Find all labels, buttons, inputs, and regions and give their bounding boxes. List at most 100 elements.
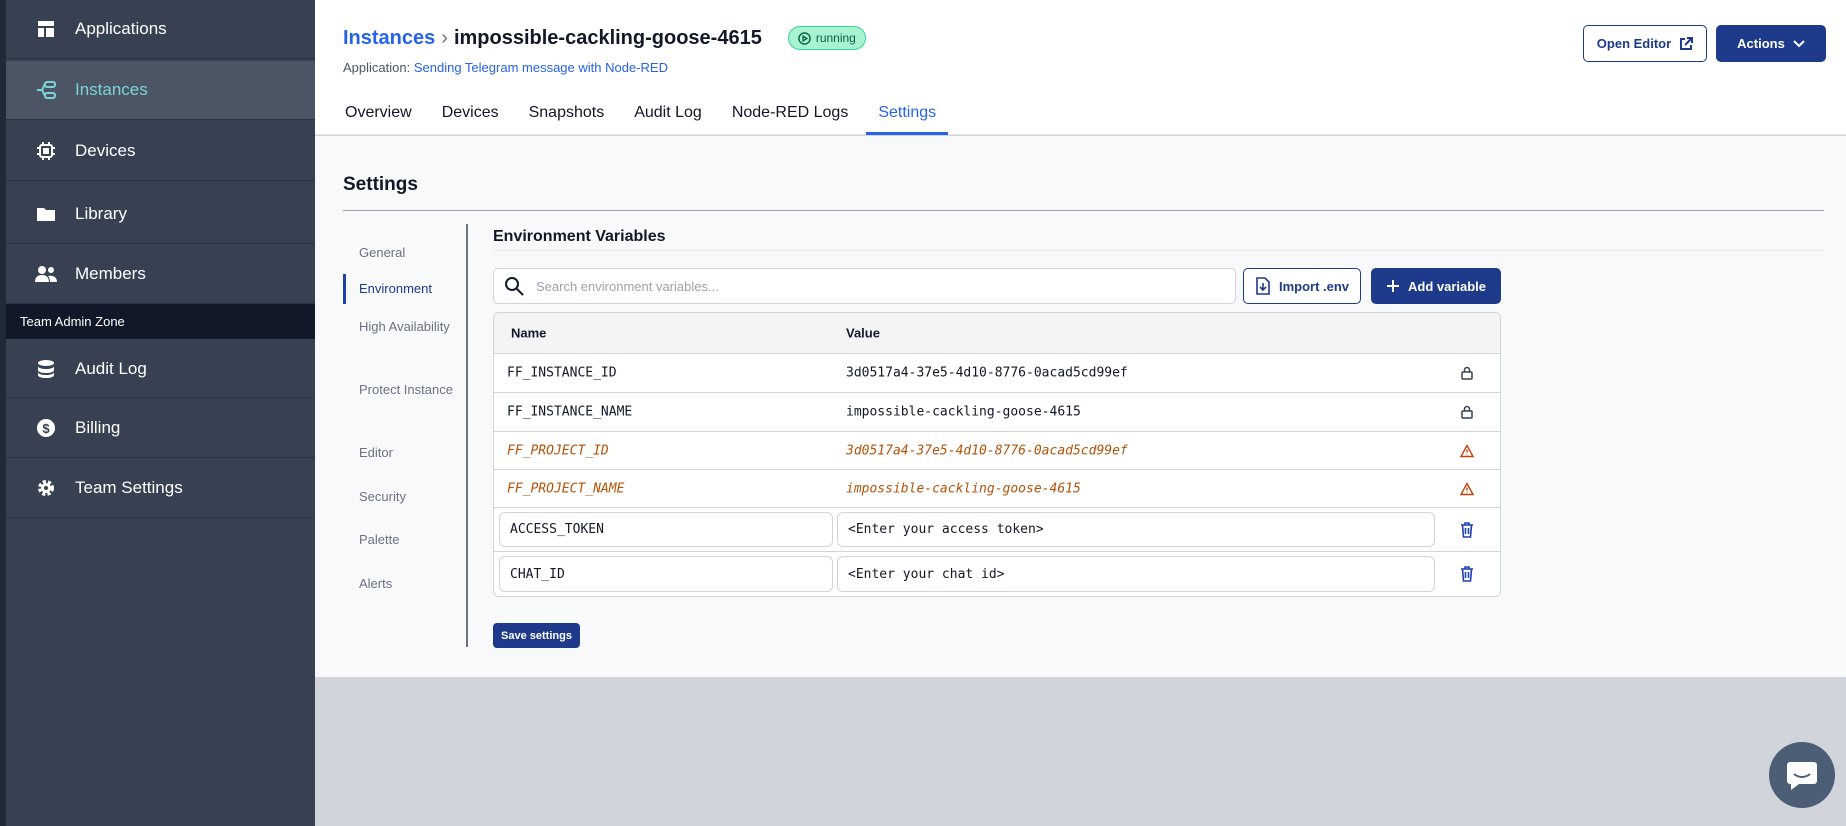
var-name: FF_PROJECT_ID <box>507 443 609 458</box>
divider <box>493 250 1824 251</box>
warning-icon <box>1460 482 1474 495</box>
tab-node-red-logs[interactable]: Node-RED Logs <box>731 104 849 121</box>
settings-nav-palette[interactable]: Palette <box>359 532 400 547</box>
settings-nav-general[interactable]: General <box>359 245 406 260</box>
table-header: Name Value <box>494 313 1500 354</box>
chat-widget-button[interactable] <box>1769 742 1835 808</box>
tab-overview[interactable]: Overview <box>345 104 412 121</box>
tab-devices[interactable]: Devices <box>441 104 499 121</box>
chat-bubble-icon <box>1787 762 1817 790</box>
table-row: CHAT_ID <Enter your chat id> <box>494 552 1500 596</box>
status-text: running <box>815 31 856 45</box>
tab-bar: Overview Devices Snapshots Audit Log Nod… <box>333 100 954 135</box>
sidebar-item-label: Applications <box>75 19 167 38</box>
var-name: FF_INSTANCE_NAME <box>507 404 633 420</box>
trash-icon[interactable] <box>1460 566 1474 582</box>
file-import-icon <box>1256 277 1270 295</box>
status-badge: running <box>787 26 866 50</box>
breadcrumb-instances-link[interactable]: Instances <box>343 26 436 49</box>
open-editor-button[interactable]: Open Editor <box>1583 25 1707 62</box>
warning-icon <box>1460 444 1474 457</box>
sidebar-item-team-settings[interactable]: Team Settings <box>6 459 315 518</box>
plus-icon <box>1386 280 1399 292</box>
settings-nav-alerts[interactable]: Alerts <box>359 576 393 591</box>
team-admin-zone-label: Team Admin Zone <box>6 304 315 339</box>
gear-icon <box>35 477 57 499</box>
search-icon <box>505 277 524 296</box>
var-value-input[interactable]: <Enter your access token> <box>837 512 1435 547</box>
sidebar-item-audit-log[interactable]: Audit Log <box>6 340 315 398</box>
var-value: 3d0517a4-37e5-4d10-8776-0acad5cd99ef <box>846 365 1128 381</box>
lock-icon <box>1460 405 1474 419</box>
actions-label: Actions <box>1737 36 1785 51</box>
settings-nav-editor[interactable]: Editor <box>359 445 393 460</box>
layout-icon <box>35 18 57 40</box>
play-circle-icon <box>798 31 811 45</box>
settings-nav: General Environment High Availability Pr… <box>343 224 468 647</box>
column-name: Name <box>511 325 547 341</box>
settings-nav-security[interactable]: Security <box>359 489 406 504</box>
env-vars-table: Name Value FF_INSTANCE_ID 3d0517a4-37e5-… <box>493 312 1501 597</box>
sidebar-item-label: Library <box>75 204 127 223</box>
var-value-input[interactable]: <Enter your chat id> <box>837 556 1435 592</box>
env-search-input[interactable]: Search environment variables... <box>493 268 1236 304</box>
sidebar-item-billing[interactable]: $ Billing <box>6 399 315 458</box>
table-row: ACCESS_TOKEN <Enter your access token> <box>494 508 1500 552</box>
tab-audit-log[interactable]: Audit Log <box>634 104 702 121</box>
settings-nav-environment[interactable]: Environment <box>343 274 463 304</box>
table-row: FF_PROJECT_NAME impossible-cackling-goos… <box>494 470 1500 508</box>
import-env-label: Import .env <box>1278 278 1350 294</box>
sidebar-item-label: Devices <box>75 141 136 160</box>
folder-icon <box>35 203 57 225</box>
tab-snapshots[interactable]: Snapshots <box>528 104 605 121</box>
sidebar-item-library[interactable]: Library <box>6 185 315 244</box>
chip-icon <box>35 140 57 162</box>
import-env-button[interactable]: Import .env <box>1243 268 1361 304</box>
var-name-input[interactable]: CHAT_ID <box>499 556 833 592</box>
env-vars-heading: Environment Variables <box>493 228 666 245</box>
open-editor-label: Open Editor <box>1596 36 1672 51</box>
search-placeholder: Search environment variables... <box>536 278 719 294</box>
database-icon <box>35 358 57 380</box>
sidebar: Applications Instances Devices Library M… <box>0 0 315 826</box>
instances-icon <box>35 79 57 101</box>
sidebar-item-devices[interactable]: Devices <box>6 122 315 181</box>
lock-icon <box>1460 366 1474 380</box>
application-line: Application: Sending Telegram message wi… <box>343 60 668 75</box>
actions-button[interactable]: Actions <box>1716 25 1826 62</box>
external-link-icon <box>1680 36 1694 50</box>
var-name: FF_PROJECT_NAME <box>507 481 625 496</box>
sidebar-item-applications[interactable]: Applications <box>6 0 315 59</box>
sidebar-item-instances[interactable]: Instances <box>6 61 315 120</box>
settings-nav-high-availability[interactable]: High Availability <box>359 319 450 334</box>
sidebar-item-label: Instances <box>75 80 148 99</box>
table-row: FF_INSTANCE_ID 3d0517a4-37e5-4d10-8776-0… <box>494 354 1500 393</box>
sidebar-item-label: Team Settings <box>75 478 183 497</box>
save-settings-button[interactable]: Save settings <box>493 623 580 648</box>
users-icon <box>35 263 57 285</box>
table-row: FF_PROJECT_ID 3d0517a4-37e5-4d10-8776-0a… <box>494 432 1500 470</box>
var-name-input[interactable]: ACCESS_TOKEN <box>499 512 833 547</box>
chevron-right-icon: › <box>441 26 448 49</box>
dollar-icon: $ <box>35 417 57 439</box>
var-value: impossible-cackling-goose-4615 <box>846 481 1081 496</box>
sidebar-item-label: Members <box>75 264 146 283</box>
application-link[interactable]: Sending Telegram message with Node-RED <box>413 60 668 75</box>
divider <box>343 210 1824 211</box>
settings-nav-protect-instance[interactable]: Protect Instance <box>359 382 453 397</box>
page-header: Instances › impossible-cackling-goose-46… <box>315 0 1846 135</box>
chevron-down-icon <box>1793 39 1805 47</box>
sidebar-item-members[interactable]: Members <box>6 245 315 304</box>
svg-text:$: $ <box>42 421 50 436</box>
trash-icon[interactable] <box>1460 521 1474 538</box>
add-variable-button[interactable]: Add variable <box>1371 268 1501 304</box>
add-variable-label: Add variable <box>1407 278 1487 294</box>
var-value: 3d0517a4-37e5-4d10-8776-0acad5cd99ef <box>846 443 1128 458</box>
breadcrumb: Instances › impossible-cackling-goose-46… <box>343 26 866 50</box>
tab-settings[interactable]: Settings <box>866 100 949 135</box>
var-value: impossible-cackling-goose-4615 <box>846 404 1081 420</box>
application-label: Application: <box>343 60 411 75</box>
sidebar-item-label: Audit Log <box>75 358 147 378</box>
page-title: impossible-cackling-goose-4615 <box>453 26 762 49</box>
var-name: FF_INSTANCE_ID <box>507 365 617 381</box>
